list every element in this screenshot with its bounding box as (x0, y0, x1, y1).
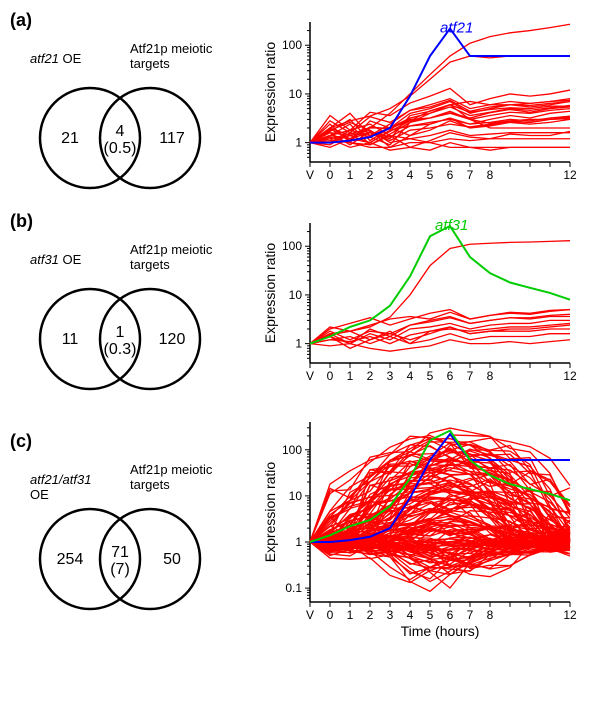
x-tick-label: V (306, 168, 314, 182)
y-tick-label: 10 (289, 287, 303, 301)
x-tick-label: 6 (447, 608, 454, 622)
venn-right-label: Atf21p meiotic (130, 41, 213, 56)
venn-left-count: 11 (62, 331, 79, 348)
x-tick-label: 12 (563, 608, 577, 622)
venn-right-label: targets (130, 56, 170, 71)
line-chart: 110100V01234567812Expression ratioatf31 (260, 213, 580, 403)
venn-overlap-count: 1 (116, 324, 125, 341)
venn-diagram: atf21/atf31OE Atf21p meiotictargets 254 71(… (10, 454, 240, 624)
highlight-gene-label: atf31 (435, 217, 468, 234)
venn-left-label: atf21 OE (30, 51, 82, 66)
x-axis-title: Time (hours) (401, 623, 480, 639)
y-tick-label: 1 (295, 135, 302, 149)
venn-right-label: Atf21p meiotic (130, 242, 213, 257)
x-tick-label: 7 (467, 369, 474, 383)
y-tick-label: 10 (289, 86, 303, 100)
y-tick-label: 10 (289, 489, 303, 503)
venn-overlap-count: 71 (111, 544, 129, 561)
x-tick-label: 4 (407, 369, 414, 383)
x-tick-label: 7 (467, 608, 474, 622)
y-tick-label: 0.1 (285, 581, 302, 595)
venn-left-label: OE (30, 487, 49, 502)
venn-overlap-count: 4 (116, 123, 125, 140)
x-tick-label: 0 (327, 369, 334, 383)
x-tick-label: 8 (487, 369, 494, 383)
x-tick-label: 1 (347, 168, 354, 182)
y-tick-label: 1 (295, 336, 302, 350)
panel-b: (b)atf31 OEAtf21p meiotictargets111(0.3)… (10, 211, 590, 404)
x-tick-label: 5 (427, 369, 434, 383)
x-tick-label: 6 (447, 369, 454, 383)
panel-label: (b) (10, 211, 260, 232)
venn-right-label: targets (130, 257, 170, 272)
panel-a: (a)atf21 OEAtf21p meiotictargets214(0.5)… (10, 10, 590, 203)
y-tick-label: 100 (282, 443, 302, 457)
venn-overlap-sub: (0.5) (104, 140, 137, 157)
venn-right-label: Atf21p meiotic (130, 462, 213, 477)
x-tick-label: 2 (367, 608, 374, 622)
x-tick-label: 12 (563, 369, 577, 383)
x-tick-label: 12 (563, 168, 577, 182)
y-axis-title: Expression ratio (262, 242, 278, 343)
line-chart: 0.1110100V01234567812Expression ratioTim… (260, 412, 580, 642)
panel-label: (c) (10, 431, 260, 452)
highlight-gene-label: atf21 (440, 19, 473, 36)
x-tick-label: 6 (447, 168, 454, 182)
venn-overlap-sub: (7) (110, 561, 130, 578)
x-tick-label: V (306, 608, 314, 622)
x-tick-label: 4 (407, 168, 414, 182)
venn-right-count: 50 (163, 551, 181, 568)
x-tick-label: V (306, 369, 314, 383)
panel-c: (c)atf21/atf31OEAtf21p meiotictargets254… (10, 412, 590, 642)
x-tick-label: 2 (367, 168, 374, 182)
series-line (310, 226, 570, 344)
venn-overlap-sub: (0.3) (104, 341, 137, 358)
venn-right-label: targets (130, 477, 170, 492)
x-tick-label: 5 (427, 168, 434, 182)
y-tick-label: 100 (282, 239, 302, 253)
x-tick-label: 0 (327, 168, 334, 182)
x-tick-label: 7 (467, 168, 474, 182)
y-tick-label: 100 (282, 38, 302, 52)
x-tick-label: 4 (407, 608, 414, 622)
venn-diagram: atf21 OE Atf21p meiotictargets 21 4(0.5) 117 (10, 33, 240, 203)
panel-label: (a) (10, 10, 260, 31)
y-tick-label: 1 (295, 535, 302, 549)
venn-left-label: atf21/atf31 (30, 472, 91, 487)
x-tick-label: 1 (347, 369, 354, 383)
venn-left-count: 254 (57, 551, 84, 568)
venn-left-label: atf31 OE (30, 252, 82, 267)
x-tick-label: 5 (427, 608, 434, 622)
venn-right-count: 120 (159, 331, 186, 348)
venn-diagram: atf31 OEAtf21p meiotictargets111(0.3)120 (10, 234, 240, 404)
venn-left-count: 21 (61, 130, 79, 147)
x-tick-label: 8 (487, 168, 494, 182)
x-tick-label: 8 (487, 608, 494, 622)
line-chart: 110100V01234567812Expression ratioatf21 (260, 12, 580, 202)
x-tick-label: 3 (387, 168, 394, 182)
y-axis-title: Expression ratio (262, 462, 278, 563)
y-axis-title: Expression ratio (262, 41, 278, 142)
x-tick-label: 1 (347, 608, 354, 622)
x-tick-label: 2 (367, 369, 374, 383)
x-tick-label: 3 (387, 608, 394, 622)
x-tick-label: 0 (327, 608, 334, 622)
venn-right-count: 117 (159, 130, 185, 147)
x-tick-label: 3 (387, 369, 394, 383)
